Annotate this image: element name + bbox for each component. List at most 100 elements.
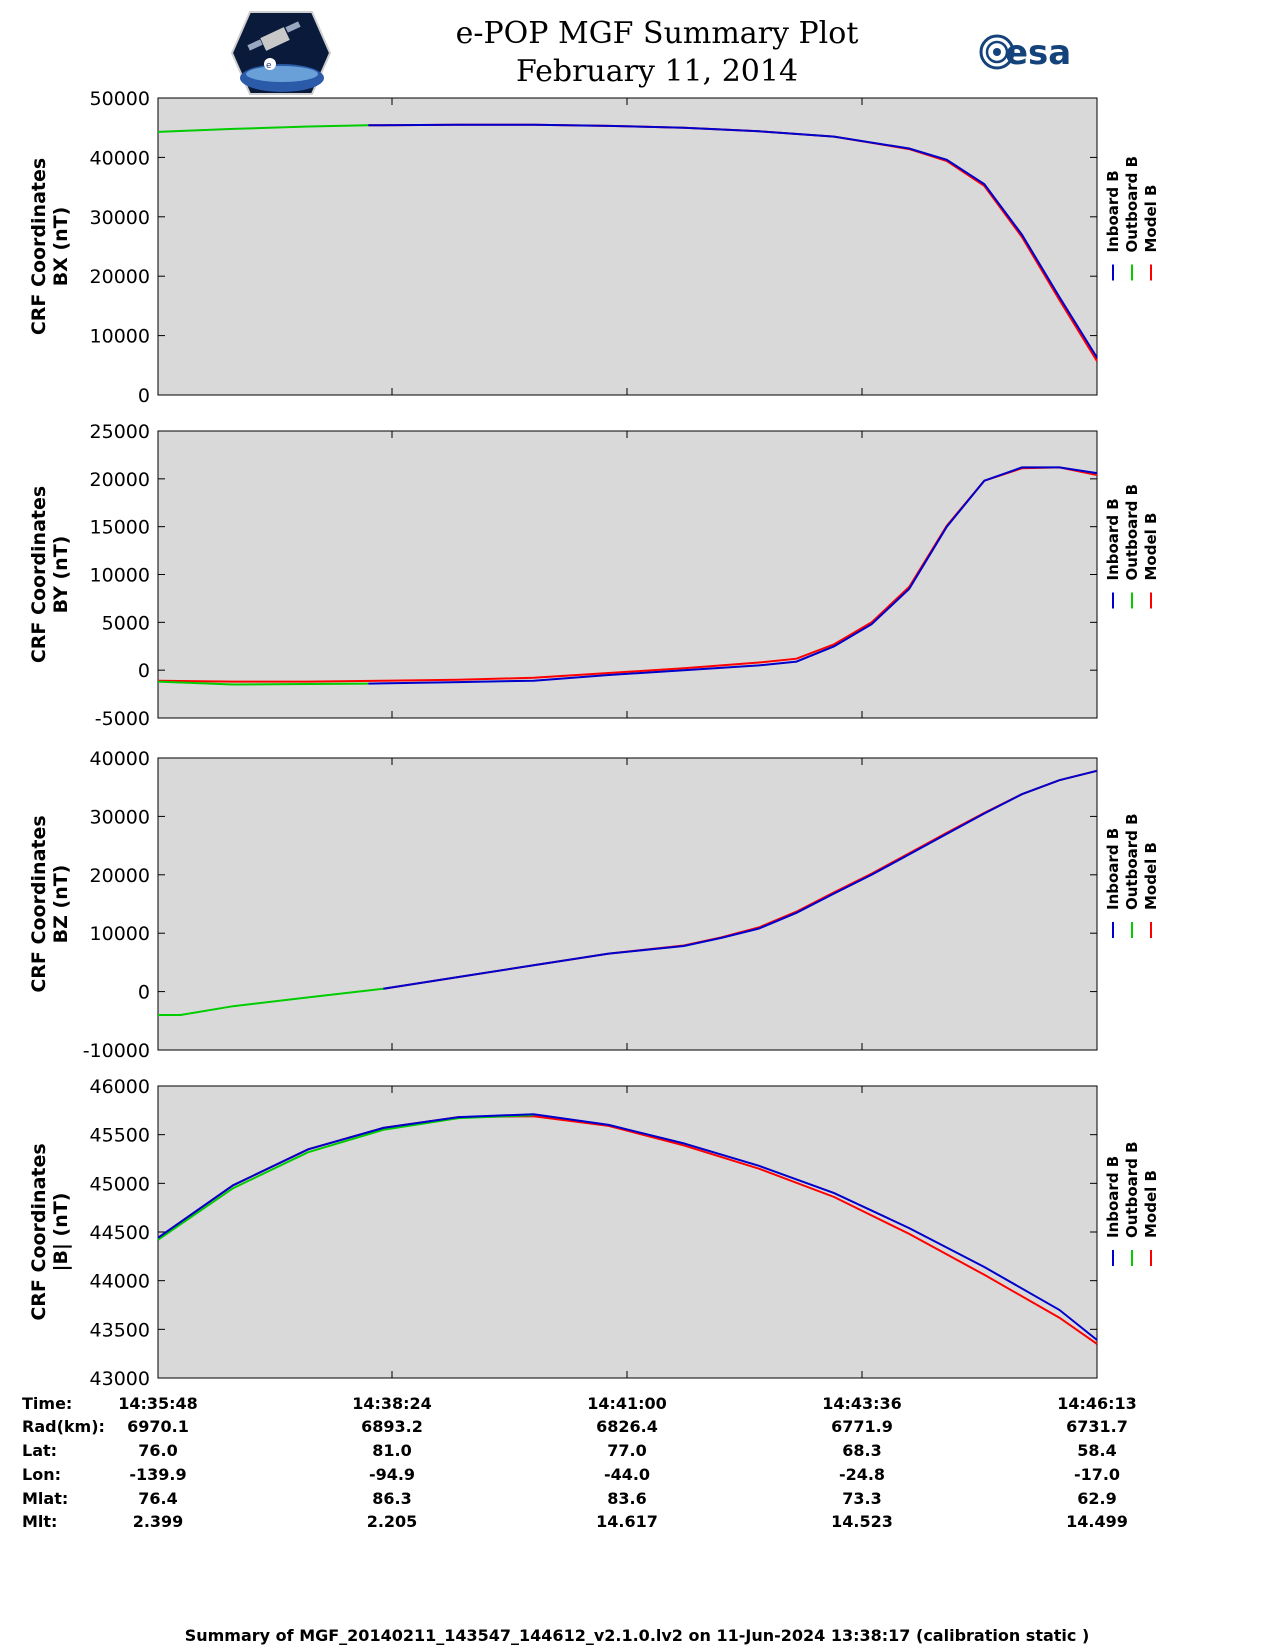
legend-label-model-b: Model B (1142, 842, 1160, 910)
panels: 0 10000 20000 30000 40000 50000 CRF Coordinate… (28, 88, 1160, 1390)
plot-area (157, 430, 1098, 719)
y-tick-label: 25000 (90, 421, 150, 443)
y-tick-label: 20000 (90, 266, 150, 288)
info-cell: 6731.7 (1066, 1417, 1128, 1436)
mission-patch-logo: e (230, 10, 345, 95)
y-tick-label: 43000 (90, 1368, 150, 1390)
y-axis-label-line2: BX (nT) (50, 207, 72, 287)
info-cell: 77.0 (607, 1441, 646, 1460)
legend-label-inboard-b: Inboard B (1104, 170, 1122, 252)
info-cell: 2.205 (367, 1512, 418, 1531)
y-tick-label: -5000 (95, 708, 150, 730)
panel-4: 43000 43500 44000 44500 45000 45500 46000 CRF C… (28, 1076, 1160, 1390)
legend-label-inboard-b: Inboard B (1104, 498, 1122, 580)
info-cell: 6893.2 (361, 1417, 423, 1436)
info-cell: 6970.1 (127, 1417, 189, 1436)
y-tick-label: 40000 (90, 147, 150, 169)
y-axis-label-line2: BY (nT) (50, 536, 72, 614)
info-cell: 6826.4 (596, 1417, 658, 1436)
y-tick-label: 10000 (90, 565, 150, 587)
y-axis-label-line2: |B| (nT) (50, 1193, 72, 1272)
info-cell: 14:38:24 (352, 1394, 432, 1413)
legend-label-outboard-b: Outboard B (1123, 813, 1141, 910)
info-cell: 14:46:13 (1057, 1394, 1137, 1413)
y-tick-label: 30000 (90, 806, 150, 828)
info-cell: 14:41:00 (587, 1394, 667, 1413)
info-cell: 58.4 (1077, 1441, 1116, 1460)
series-line-inboard-b (368, 466, 1098, 685)
y-tick-label: 43500 (90, 1319, 150, 1341)
y-tick-label: 10000 (90, 326, 150, 348)
y-tick-label: 40000 (90, 748, 150, 770)
series-line-outboard-b (157, 124, 369, 133)
y-tick-label: -10000 (83, 1040, 150, 1062)
series-line-outboard-b (157, 680, 369, 686)
info-cell: 76.4 (138, 1489, 177, 1508)
series-line-outboard-b (158, 987, 384, 1016)
series-line-inboard-b (157, 1113, 1098, 1341)
y-tick-label: 44500 (90, 1222, 150, 1244)
info-cell: 76.0 (138, 1441, 177, 1460)
series-line-inboard-b (383, 769, 1098, 990)
info-cell: 2.399 (133, 1512, 184, 1531)
esa-logo-text: esa (1005, 33, 1071, 73)
info-cell: 14:35:48 (118, 1394, 198, 1413)
info-cell: -17.0 (1074, 1465, 1120, 1484)
legend: Inboard B Outboard B Model B (1104, 813, 1160, 938)
info-cell: 83.6 (607, 1489, 646, 1508)
panel-3: -10000 0 10000 20000 30000 40000 CRF Coordinat… (28, 748, 1160, 1062)
svg-text:e: e (266, 61, 272, 71)
legend-label-inboard-b: Inboard B (1104, 1156, 1122, 1238)
esa-logo: esa (979, 33, 1071, 73)
panel-2: -5000 0 5000 10000 15000 20000 25000 CRF Coordi… (28, 421, 1160, 730)
info-row-label: Lat: (22, 1441, 57, 1460)
legend: Inboard B Outboard B Model B (1104, 156, 1160, 281)
y-tick-label: 10000 (90, 923, 150, 945)
info-row-label: Time: (22, 1394, 72, 1413)
header: e e-POP MGF Summary Plot February 11, 20… (230, 10, 1071, 95)
y-axis-label-line1: CRF Coordinates (28, 486, 50, 663)
y-tick-label: 20000 (90, 865, 150, 887)
y-axis-label-line1: CRF Coordinates (28, 1143, 50, 1320)
y-tick-label: 20000 (90, 469, 150, 491)
info-cell: 68.3 (842, 1441, 881, 1460)
info-row-label: Mlat: (22, 1489, 68, 1508)
info-cell: 14.617 (596, 1512, 658, 1531)
legend-label-model-b: Model B (1142, 1170, 1160, 1238)
info-cell: 73.3 (842, 1489, 881, 1508)
plot-area (157, 97, 1098, 396)
info-row-label: Rad(km): (22, 1417, 105, 1436)
info-row-label: Mlt: (22, 1512, 57, 1531)
info-cell: 14.499 (1066, 1512, 1128, 1531)
series-line-inboard-b (368, 123, 1098, 359)
y-tick-label: 0 (138, 385, 150, 407)
chart-title-line1: e-POP MGF Summary Plot (456, 16, 859, 51)
info-cell: 14.523 (831, 1512, 893, 1531)
y-tick-label: 45000 (90, 1173, 150, 1195)
legend-label-outboard-b: Outboard B (1123, 156, 1141, 253)
legend-label-model-b: Model B (1142, 513, 1160, 581)
legend-label-outboard-b: Outboard B (1123, 484, 1141, 581)
info-cell: 86.3 (372, 1489, 411, 1508)
chart-title-line2: February 11, 2014 (516, 54, 798, 89)
legend-label-inboard-b: Inboard B (1104, 828, 1122, 910)
info-table: Time: 14:35:48 14:38:24 14:41:00 14:43:36 14:… (22, 1394, 1137, 1531)
panel-1: 0 10000 20000 30000 40000 50000 CRF Coordinate… (28, 88, 1160, 407)
info-cell: -94.9 (369, 1465, 415, 1484)
info-cell: 62.9 (1077, 1489, 1116, 1508)
info-cell: 81.0 (372, 1441, 411, 1460)
y-tick-label: 5000 (102, 612, 150, 634)
y-axis-label-line1: CRF Coordinates (28, 158, 50, 335)
y-tick-label: 50000 (90, 88, 150, 110)
info-cell: -44.0 (604, 1465, 650, 1484)
y-axis-label-line1: CRF Coordinates (28, 815, 50, 992)
info-row-label: Lon: (22, 1465, 61, 1484)
info-cell: -24.8 (839, 1465, 885, 1484)
legend-label-model-b: Model B (1142, 185, 1160, 253)
y-tick-label: 15000 (90, 517, 150, 539)
legend: Inboard B Outboard B Model B (1104, 1141, 1160, 1266)
footer-summary: Summary of MGF_20140211_143547_144612_v2… (185, 1626, 1090, 1645)
plot-area (157, 757, 1098, 1051)
info-cell: 6771.9 (831, 1417, 893, 1436)
